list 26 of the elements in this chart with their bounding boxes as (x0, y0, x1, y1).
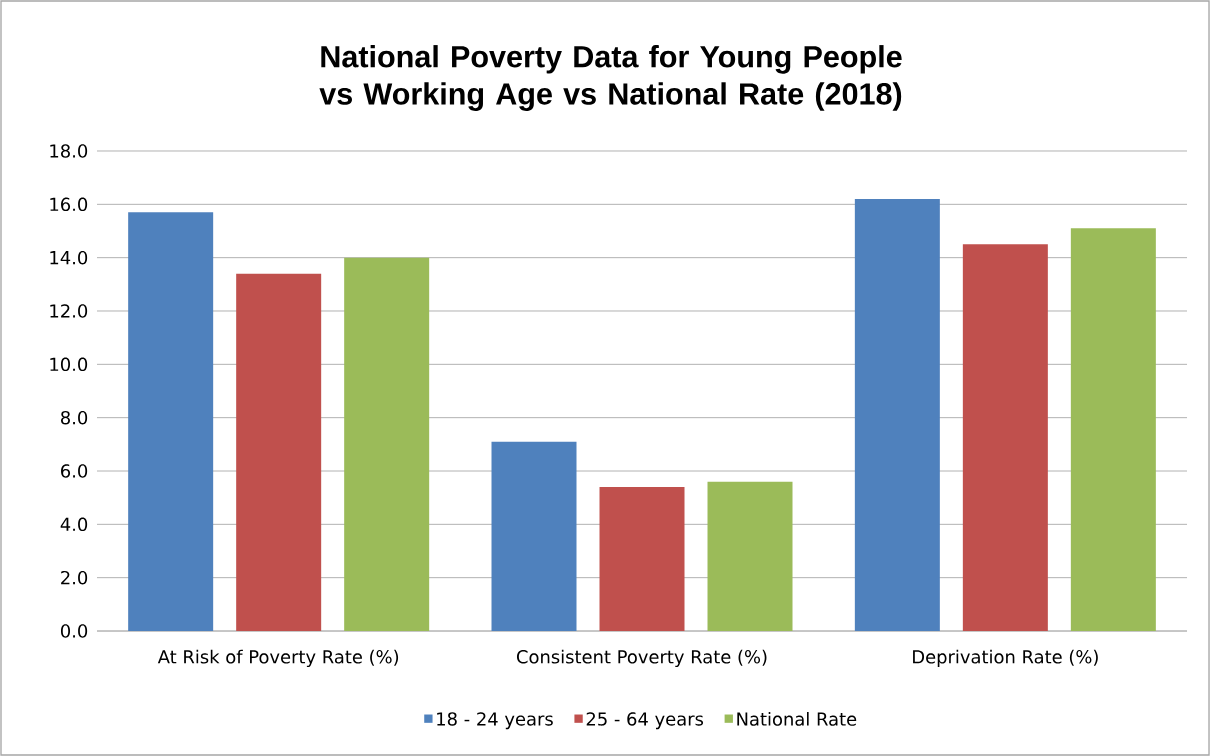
y-tick-label: 10.0 (50, 357, 88, 372)
bar (236, 273, 322, 631)
y-tick-label: 12.0 (50, 304, 88, 318)
bar (962, 244, 1048, 631)
y-tick-label: 8.0 (61, 410, 88, 425)
bar (599, 487, 685, 631)
y-tick-label: 16.0 (50, 197, 88, 212)
bar (1070, 228, 1156, 631)
bar (707, 481, 793, 631)
x-tick-label: At Risk of Poverty Rate (%) (157, 649, 399, 668)
x-tick-label: Consistent Poverty Rate (%) (516, 649, 767, 668)
legend-label: 18 - 24 years (437, 712, 553, 730)
legend-label: National Rate (737, 711, 857, 726)
y-tick-label: 6.0 (61, 464, 88, 478)
bar (344, 257, 430, 631)
y-tick-label: 18.0 (50, 144, 88, 158)
chart-title: National Poverty Data for Young People vs Working Age vs National Rate (2018) (319, 45, 902, 111)
y-tick-label: 4.0 (60, 517, 88, 532)
bar (128, 212, 214, 631)
legend-label: 25 - 64 years (586, 712, 704, 730)
y-tick-label: 0.0 (60, 624, 88, 638)
y-tick-label: 14.0 (50, 250, 88, 265)
bar (491, 441, 577, 631)
bar (854, 198, 940, 631)
y-tick-label: 2.0 (61, 570, 88, 585)
x-tick-label: Deprivation Rate (%) (913, 649, 1098, 668)
